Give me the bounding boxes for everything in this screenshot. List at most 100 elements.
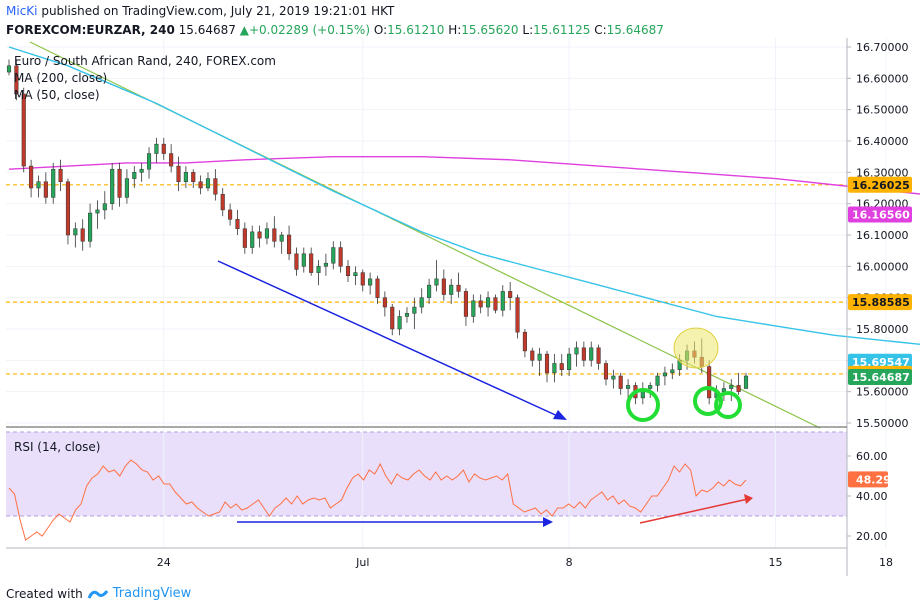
candle-body[interactable] bbox=[139, 168, 144, 173]
rsi-divergence-arrow[interactable] bbox=[639, 498, 749, 524]
candle-body[interactable] bbox=[205, 178, 211, 189]
candle-body[interactable] bbox=[73, 228, 78, 236]
candle-body[interactable] bbox=[316, 266, 321, 273]
candle-body[interactable] bbox=[191, 172, 196, 182]
candle-body[interactable] bbox=[117, 168, 122, 198]
candle-body[interactable] bbox=[456, 284, 461, 292]
candle-body[interactable] bbox=[228, 209, 233, 220]
candle-body[interactable] bbox=[662, 372, 667, 377]
candle-body[interactable] bbox=[80, 228, 85, 242]
candle-body[interactable] bbox=[544, 353, 550, 374]
candle-body[interactable] bbox=[235, 219, 240, 229]
candle-body[interactable] bbox=[43, 181, 48, 198]
legend-ma50[interactable]: MA (50, close) bbox=[14, 88, 100, 102]
ma200-line[interactable] bbox=[8, 156, 920, 215]
candle-body[interactable] bbox=[515, 297, 520, 333]
candle-body[interactable] bbox=[596, 347, 601, 364]
candle-body[interactable] bbox=[338, 247, 343, 267]
candle-body[interactable] bbox=[478, 300, 483, 308]
candle-body[interactable] bbox=[559, 363, 564, 370]
candle-body[interactable] bbox=[132, 172, 137, 179]
candle-body[interactable] bbox=[88, 212, 93, 242]
candle-body[interactable] bbox=[301, 253, 306, 267]
candle-body[interactable] bbox=[213, 178, 218, 195]
candle-body[interactable] bbox=[36, 181, 41, 189]
candle-body[interactable] bbox=[397, 316, 402, 330]
candle-body[interactable] bbox=[463, 291, 468, 317]
candle-body[interactable] bbox=[530, 350, 535, 361]
candle-body[interactable] bbox=[6, 65, 12, 73]
candle-body[interactable] bbox=[522, 331, 527, 352]
candle-body[interactable] bbox=[287, 234, 292, 255]
candle-body[interactable] bbox=[264, 228, 269, 239]
candle-body[interactable] bbox=[707, 366, 712, 399]
candle-body[interactable] bbox=[390, 306, 395, 330]
candle-body[interactable] bbox=[655, 375, 660, 386]
candle-body[interactable] bbox=[500, 291, 505, 311]
candle-body[interactable] bbox=[220, 194, 225, 211]
candle-body[interactable] bbox=[124, 178, 129, 198]
candle-body[interactable] bbox=[360, 272, 365, 286]
bottom-circle-2[interactable] bbox=[693, 386, 723, 416]
candle-body[interactable] bbox=[353, 272, 358, 276]
candle-body[interactable] bbox=[368, 278, 373, 286]
candle-body[interactable] bbox=[110, 168, 115, 204]
candle-body[interactable] bbox=[29, 165, 34, 189]
candle-body[interactable] bbox=[412, 306, 417, 314]
candle-body[interactable] bbox=[743, 375, 749, 389]
candle-body[interactable] bbox=[729, 385, 734, 389]
highlight-ellipse[interactable] bbox=[673, 327, 719, 369]
tradingview-brand[interactable]: TradingView bbox=[112, 586, 192, 601]
candle-body[interactable] bbox=[323, 262, 328, 267]
candle-body[interactable] bbox=[198, 181, 203, 189]
candle-body[interactable] bbox=[176, 165, 181, 182]
candle-body[interactable] bbox=[257, 231, 262, 239]
candle-body[interactable] bbox=[21, 93, 26, 167]
candle-body[interactable] bbox=[169, 153, 174, 167]
candle-body[interactable] bbox=[58, 168, 63, 182]
candle-body[interactable] bbox=[626, 385, 631, 389]
candle-body[interactable] bbox=[581, 347, 586, 361]
candle-body[interactable] bbox=[14, 65, 19, 95]
candle-body[interactable] bbox=[603, 363, 609, 380]
candle-body[interactable] bbox=[611, 375, 616, 380]
rsi-line[interactable] bbox=[8, 459, 747, 541]
candle-body[interactable] bbox=[382, 297, 387, 308]
candle-body[interactable] bbox=[65, 181, 71, 236]
candle-body[interactable] bbox=[589, 347, 594, 361]
candle-body[interactable] bbox=[721, 388, 726, 392]
candle-body[interactable] bbox=[183, 172, 188, 182]
ma50-line[interactable] bbox=[8, 46, 920, 360]
candle-body[interactable] bbox=[419, 297, 424, 308]
candle-body[interactable] bbox=[345, 266, 351, 276]
candle-body[interactable] bbox=[95, 209, 100, 214]
candle-body[interactable] bbox=[309, 253, 314, 273]
candle-body[interactable] bbox=[279, 234, 284, 242]
candle-body[interactable] bbox=[250, 231, 255, 248]
legend-ma200[interactable]: MA (200, close) bbox=[14, 71, 107, 85]
username-link[interactable]: MicKi bbox=[6, 4, 38, 18]
candle-body[interactable] bbox=[51, 168, 56, 198]
candle-body[interactable] bbox=[648, 385, 653, 389]
candle-body[interactable] bbox=[242, 228, 247, 248]
candle-body[interactable] bbox=[471, 300, 476, 317]
candle-body[interactable] bbox=[375, 278, 380, 298]
candle-body[interactable] bbox=[508, 291, 513, 298]
candle-body[interactable] bbox=[427, 284, 432, 298]
candle-body[interactable] bbox=[736, 385, 741, 392]
candle-body[interactable] bbox=[404, 313, 410, 317]
candle-body[interactable] bbox=[272, 228, 277, 242]
candle-body[interactable] bbox=[102, 203, 107, 211]
candle-body[interactable] bbox=[537, 353, 542, 361]
bottom-circle-3[interactable] bbox=[714, 391, 742, 419]
candle-body[interactable] bbox=[434, 278, 439, 286]
bottom-circle-1[interactable] bbox=[626, 388, 660, 422]
candle-body[interactable] bbox=[567, 353, 572, 370]
candle-body[interactable] bbox=[670, 369, 675, 374]
candle-body[interactable] bbox=[552, 363, 557, 374]
candle-body[interactable] bbox=[486, 297, 491, 308]
candle-body[interactable] bbox=[161, 143, 166, 154]
candle-body[interactable] bbox=[449, 284, 454, 295]
candle-body[interactable] bbox=[146, 153, 152, 170]
